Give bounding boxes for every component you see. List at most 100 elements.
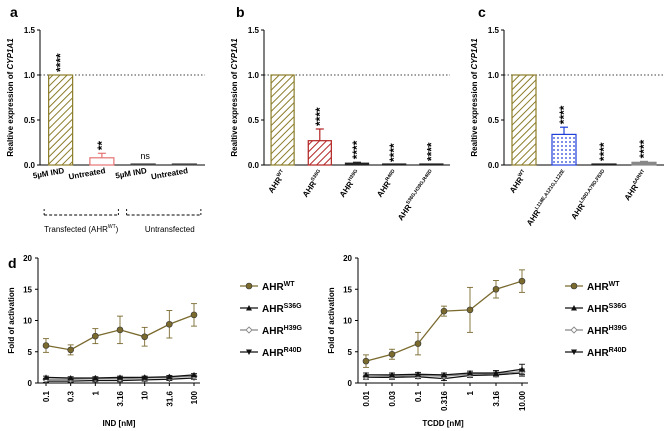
data-point (414, 340, 422, 347)
data-point (245, 326, 253, 334)
x-tick-label: 0.316 (440, 390, 449, 411)
data-point (519, 366, 525, 372)
panel-label: c (478, 4, 486, 20)
x-axis-label: IND [nM] (103, 419, 136, 428)
legend: AHRWT AHRS36G AHRH39G AHRR40D (565, 281, 628, 359)
y-tick-label: 1.0 (488, 71, 500, 80)
data-point (117, 374, 123, 380)
panel-label: a (10, 4, 18, 20)
bar-panel-a: a 0.0 0.5 1.0 1.5 Realtive expression of CYP1… (6, 4, 205, 234)
x-tick-label: 5µM IND (115, 166, 148, 180)
y-axis-label: Realtive expression of CYP1A1 (230, 38, 239, 157)
legend-entry: AHRR40D (587, 347, 627, 359)
data-point (570, 326, 578, 334)
legend-entry: AHRS36G (262, 303, 302, 315)
bar (270, 74, 295, 166)
bar (511, 74, 537, 166)
y-tick-label: 0.0 (248, 161, 260, 170)
x-tick-label: 0.1 (42, 390, 51, 402)
x-tick-label: 10.00 (518, 390, 527, 411)
x-tick-label: 10 (141, 390, 150, 399)
x-tick-label: AHRS36G,H39G,R40D (395, 168, 437, 222)
significance-label: **** (313, 107, 327, 126)
y-tick-label: 1.5 (488, 26, 500, 35)
data-point (571, 349, 577, 355)
bar (631, 161, 657, 166)
data-point (42, 342, 50, 349)
y-tick-label: 0 (348, 379, 353, 388)
y-tick-label: 5 (28, 348, 33, 357)
x-tick-label: AHRWT (266, 168, 289, 194)
legend: AHRWT AHRS36G AHRH39G AHRR40D (240, 281, 303, 359)
data-point (388, 350, 396, 358)
data-point (67, 375, 74, 381)
line-panel-1: d 0 5 10 15 20 Fold of activation 0.1 0.3 1 3.16 10… (7, 254, 303, 428)
x-tick-label: AHRL118E,A121G,L122E (524, 168, 570, 228)
y-tick-label: 0.0 (24, 161, 36, 170)
data-point (571, 305, 577, 311)
y-tick-label: 10 (23, 317, 32, 326)
y-tick-label: 15 (343, 285, 352, 294)
y-tick-label: 1.5 (248, 26, 260, 35)
data-point (141, 374, 148, 380)
x-tick-label: Untreated (150, 166, 188, 181)
x-tick-label: 1 (466, 390, 475, 395)
panel-label: d (8, 255, 17, 271)
data-point (190, 311, 198, 319)
data-point (166, 373, 173, 380)
x-tick-label: Untreated (68, 166, 106, 181)
data-point (466, 306, 474, 314)
significance-label: **** (557, 105, 571, 124)
significance-label: **** (54, 53, 68, 72)
bar-panel-b: b 0.0 0.5 1.0 1.5 Realtive expression of CYP1… (230, 4, 450, 222)
significance-label: ** (95, 141, 109, 151)
bar (89, 157, 115, 166)
x-tick-label: 0.01 (362, 390, 371, 406)
legend-entry: AHRS36G (587, 303, 627, 315)
group-label: Transfected (AHRWT) (44, 224, 119, 234)
data-point (245, 282, 253, 290)
x-tick-label: 1 (91, 390, 100, 395)
x-tick-label: AHRS36G (300, 168, 326, 199)
x-tick-label: AHRWT (507, 168, 530, 194)
panel-label: b (236, 4, 245, 20)
x-tick-label: 0.03 (388, 390, 397, 406)
data-point (92, 375, 99, 381)
x-tick-label: 31.6 (165, 390, 174, 406)
x-tick-label: 5µM IND (32, 166, 65, 180)
data-point (67, 346, 74, 354)
data-point (362, 357, 370, 365)
bar (551, 133, 577, 166)
x-tick-label: AHR∆ARNT (622, 168, 650, 202)
y-tick-label: 0 (28, 379, 33, 388)
y-tick-label: 20 (343, 254, 352, 263)
significance-label: **** (637, 139, 651, 158)
group-label: Untransfected (145, 225, 195, 234)
line-panel-2: 0 5 10 15 20 Fold of activation 0.01 0.03 0.1 0.3… (327, 254, 628, 428)
significance-label: **** (597, 142, 611, 161)
legend-entry: AHRWT (587, 281, 620, 293)
data-point (440, 307, 448, 315)
data-point (246, 349, 252, 355)
data-point (570, 282, 578, 290)
y-tick-label: 15 (23, 285, 32, 294)
bar (344, 162, 370, 166)
significance-label: **** (424, 142, 438, 161)
data-point (389, 371, 395, 378)
data-point (363, 371, 369, 378)
y-tick-label: 0.0 (488, 161, 500, 170)
x-tick-label: 100 (190, 390, 199, 404)
bar (419, 163, 444, 166)
data-point (92, 332, 99, 340)
y-tick-label: 5 (348, 348, 353, 357)
y-tick-label: 20 (23, 254, 32, 263)
bar-panel-c: c 0.0 0.5 1.0 1.5 Realtive expression of CYP1… (470, 4, 664, 228)
y-axis-label: Fold of activation (327, 287, 336, 353)
data-point (141, 333, 148, 341)
data-point (246, 305, 252, 311)
legend-entry: AHRH39G (587, 325, 628, 337)
significance-label: **** (350, 140, 364, 159)
bar (307, 140, 332, 166)
data-point (191, 371, 197, 378)
bar (591, 163, 617, 166)
